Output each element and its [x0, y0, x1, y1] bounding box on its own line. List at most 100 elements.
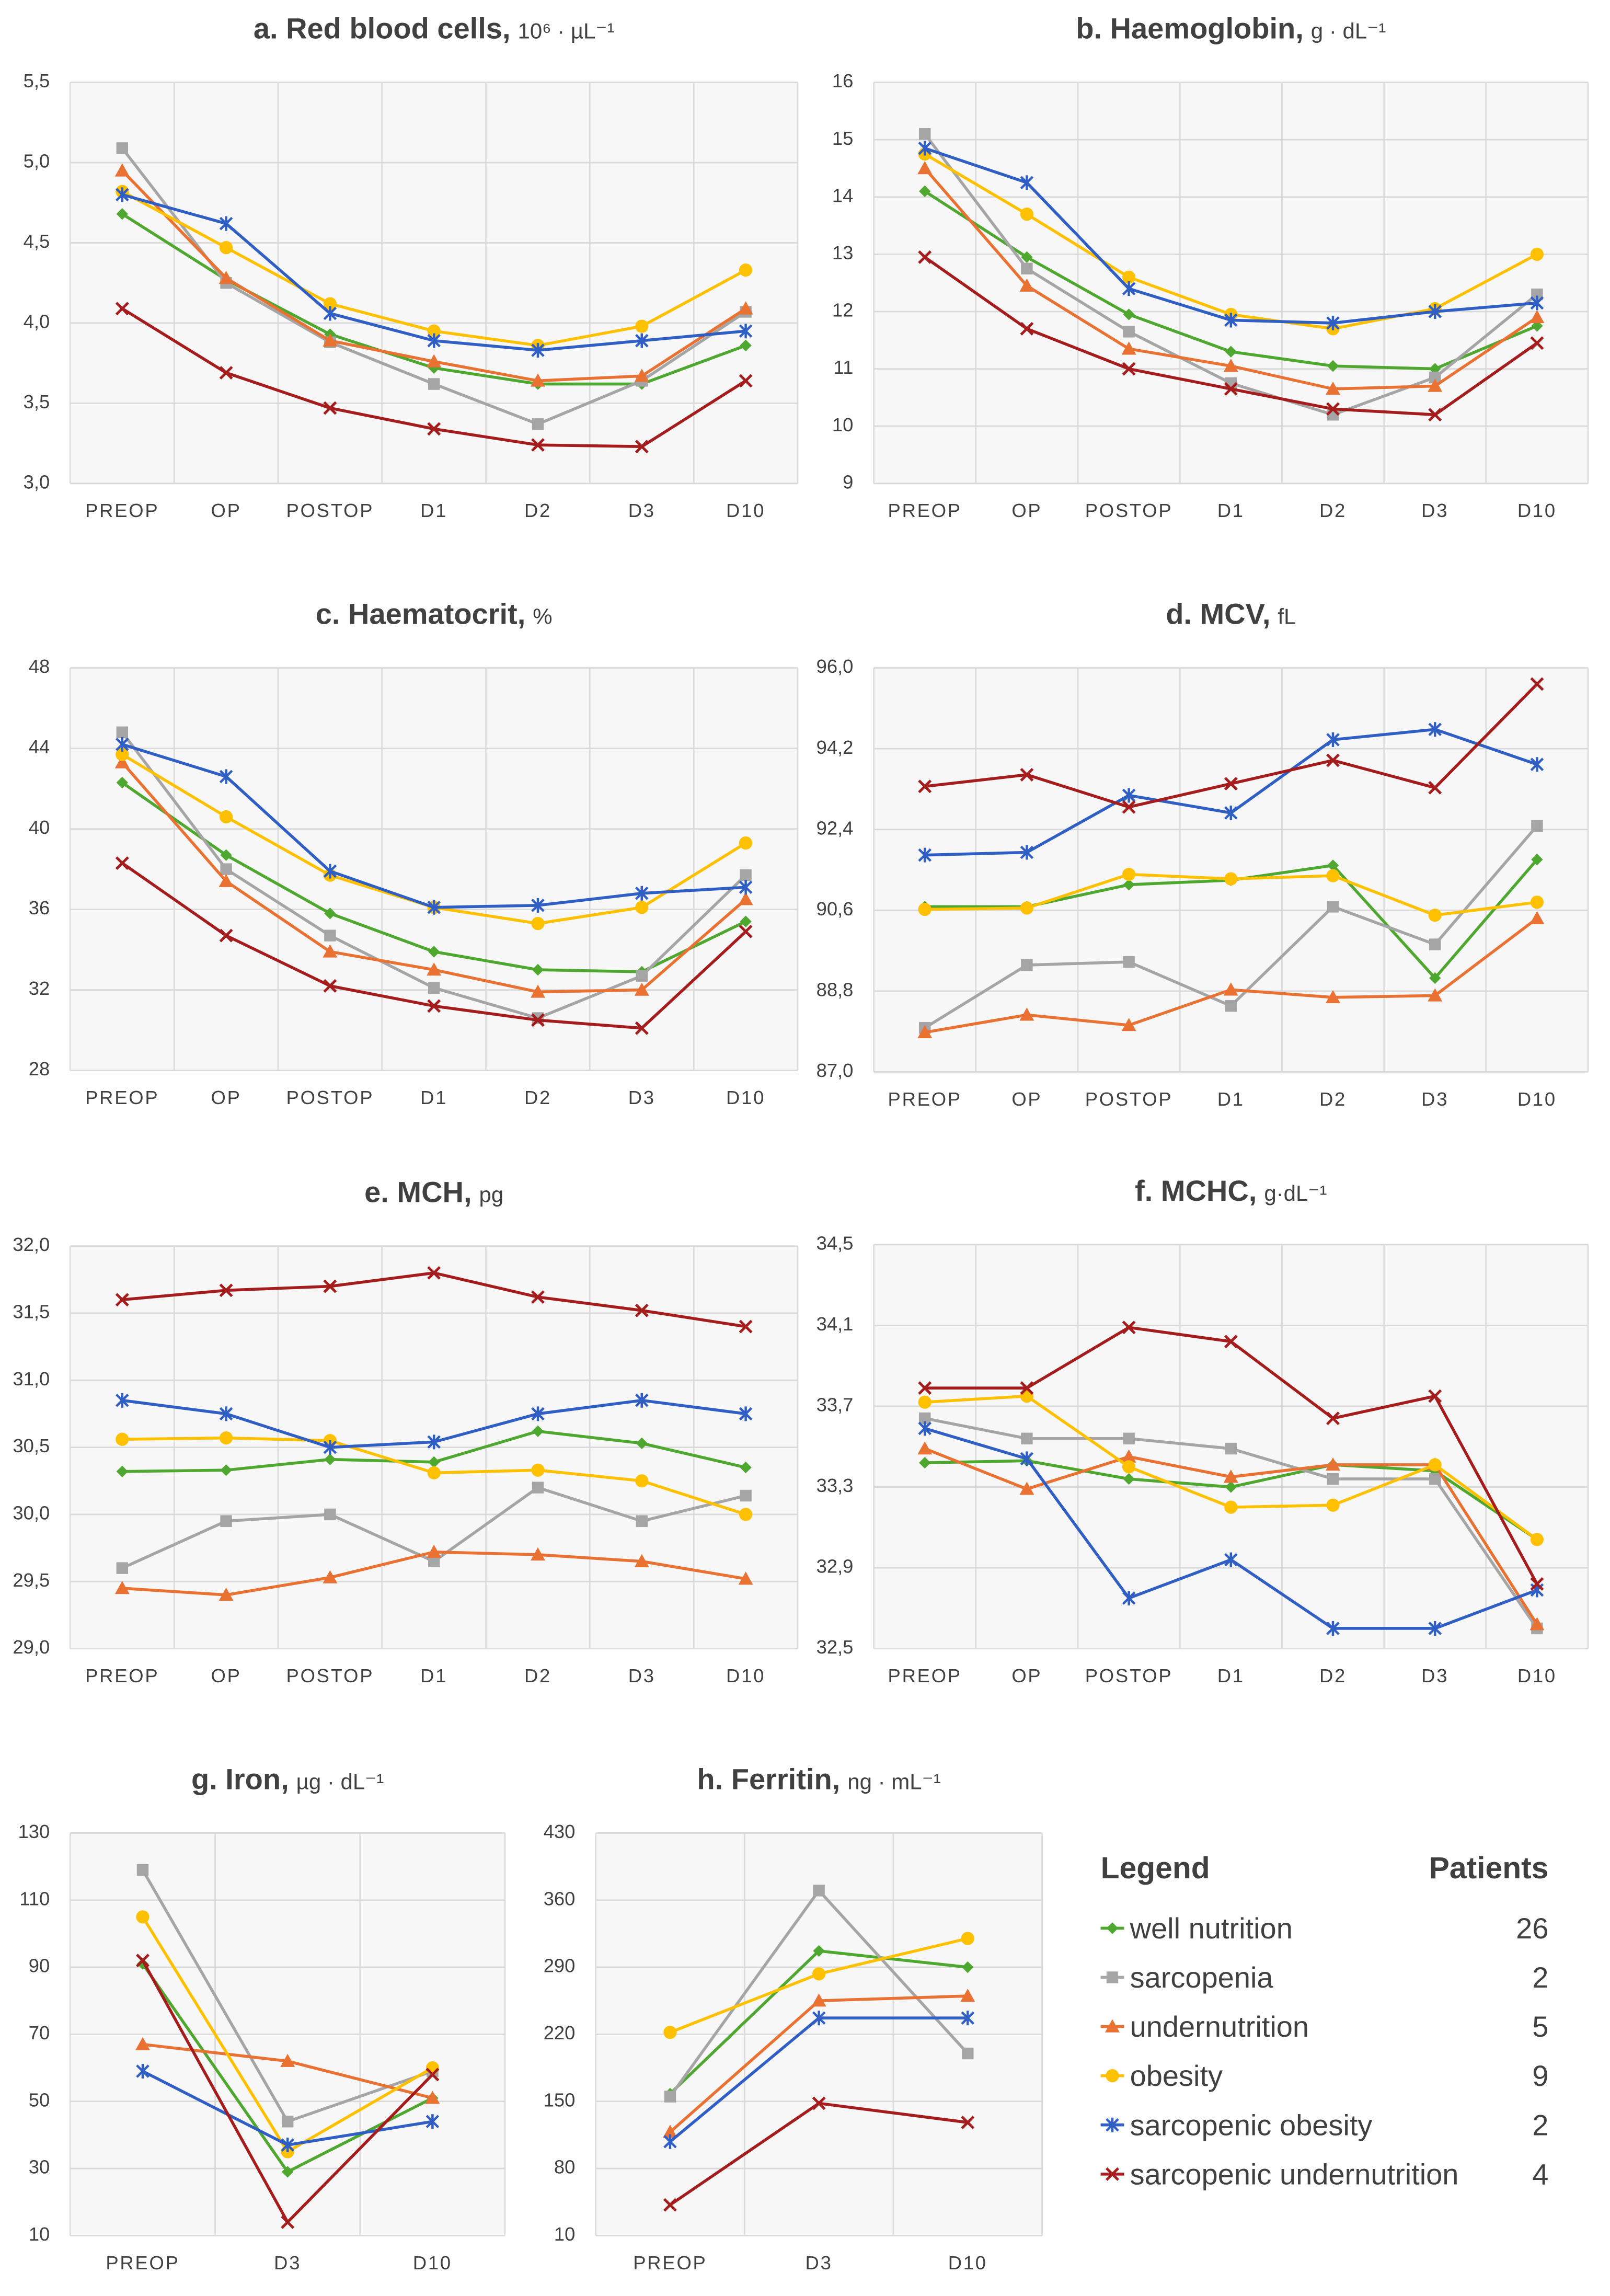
- y-tick-label: 87,0: [816, 1060, 854, 1081]
- data-point: [220, 849, 232, 861]
- data-point: [1428, 909, 1442, 922]
- data-point: [1326, 990, 1340, 1004]
- data-point: [1224, 1552, 1238, 1567]
- data-point: [962, 1961, 974, 1973]
- data-point: [1530, 1617, 1545, 1631]
- legend-marker: [1106, 2167, 1119, 2181]
- legend-marker: [1106, 2117, 1119, 2132]
- data-point: [531, 438, 545, 452]
- data-point: [427, 1434, 441, 1450]
- y-tick-label: 290: [544, 1955, 576, 1977]
- chart-title: a. Red blood cells, 10⁶ · µL⁻¹: [254, 12, 615, 45]
- y-tick-label: 3,0: [24, 471, 50, 492]
- x-tick-label: D10: [1517, 1088, 1557, 1110]
- x-tick-label: D3: [628, 1665, 656, 1686]
- data-point: [1021, 251, 1033, 263]
- data-point: [1428, 780, 1442, 795]
- legend-marker: [1105, 2019, 1120, 2033]
- data-point: [1326, 1411, 1340, 1426]
- legend-marker: [1106, 1971, 1119, 1983]
- x-tick-label: D1: [420, 1087, 447, 1108]
- data-point: [739, 836, 753, 850]
- data-point: [1224, 313, 1238, 328]
- data-point: [1223, 359, 1238, 372]
- data-point: [427, 999, 441, 1013]
- data-point: [1021, 1432, 1033, 1444]
- chart-title: h. Ferritin, ng · mL⁻¹: [697, 1762, 940, 1795]
- chart-unit: pg: [479, 1183, 504, 1207]
- data-point: [811, 1993, 826, 2007]
- data-point: [1224, 1500, 1238, 1514]
- data-point: [1327, 1473, 1339, 1485]
- data-point: [220, 241, 233, 255]
- y-tick-label: 40: [29, 817, 50, 838]
- y-tick-label: 29,0: [13, 1636, 50, 1658]
- x-tick-label: PREOP: [85, 1087, 159, 1108]
- x-tick-label: POSTOP: [286, 500, 374, 521]
- data-point: [427, 333, 441, 348]
- data-point: [115, 1293, 129, 1307]
- data-point: [1326, 402, 1340, 416]
- x-tick-label: POSTOP: [1085, 500, 1173, 521]
- x-tick-label: OP: [1011, 500, 1042, 521]
- data-point: [636, 970, 648, 982]
- y-tick-label: 5,5: [24, 70, 50, 91]
- legend-count: 2: [1532, 1961, 1548, 1994]
- chart-title-text: c. Haematocrit,: [316, 598, 526, 630]
- chart-title: e. MCH, pg: [364, 1176, 503, 1209]
- y-tick-label: 94,2: [816, 737, 854, 758]
- x-tick-label: PREOP: [888, 1088, 962, 1110]
- data-point: [1122, 270, 1136, 284]
- data-point: [324, 1508, 336, 1521]
- data-point: [282, 2116, 294, 2128]
- data-point: [635, 440, 649, 454]
- data-point: [116, 187, 129, 202]
- x-tick-label: D1: [1217, 500, 1245, 521]
- legend-label: undernutrition: [1130, 2010, 1309, 2043]
- data-point: [1021, 959, 1033, 971]
- data-point: [219, 769, 233, 784]
- x-tick-label: POSTOP: [1085, 1088, 1173, 1110]
- y-tick-label: 110: [19, 1888, 50, 1909]
- data-point: [1122, 1321, 1136, 1335]
- data-point: [427, 324, 441, 338]
- y-tick-label: 32: [29, 978, 50, 999]
- legend-count-header: Patients: [1429, 1851, 1549, 1885]
- data-point: [115, 856, 129, 870]
- data-point: [1020, 175, 1034, 190]
- x-tick-label: D3: [1421, 1665, 1448, 1686]
- data-point: [531, 1463, 545, 1477]
- y-tick-label: 130: [18, 1821, 50, 1842]
- data-point: [738, 1571, 753, 1585]
- y-tick-label: 150: [544, 2089, 576, 2110]
- y-tick-label: 220: [544, 2022, 576, 2044]
- chart-title-text: h. Ferritin,: [697, 1762, 840, 1795]
- data-point: [1225, 1481, 1237, 1493]
- chart: 9 10 11 12 13 14 15 16 PREOP OP POSTOP D1 D2 D3 D10 b. …: [832, 12, 1589, 521]
- data-point: [739, 1319, 753, 1334]
- data-point: [1429, 1473, 1441, 1485]
- y-tick-label: 15: [832, 128, 853, 149]
- data-point: [663, 2198, 677, 2212]
- data-point: [1020, 845, 1034, 860]
- data-point: [323, 1570, 338, 1583]
- data-point: [635, 1393, 649, 1408]
- data-point: [1225, 1442, 1237, 1455]
- data-point: [531, 1290, 545, 1304]
- data-point: [1428, 408, 1442, 422]
- y-tick-label: 4,0: [24, 311, 50, 332]
- data-point: [281, 2215, 295, 2229]
- legend-label: sarcopenia: [1130, 1961, 1274, 1994]
- y-tick-label: 70: [29, 2022, 50, 2044]
- y-tick-label: 4,5: [24, 231, 50, 252]
- chart-title: b. Haemoglobin, g · dL⁻¹: [1076, 12, 1386, 45]
- x-tick-label: D3: [628, 500, 656, 521]
- y-tick-label: 90: [29, 1955, 50, 1977]
- x-tick-label: D10: [726, 500, 765, 521]
- data-point: [1122, 362, 1136, 376]
- data-point: [1530, 911, 1545, 924]
- data-point: [918, 1456, 931, 1469]
- data-point: [635, 901, 649, 914]
- chart-title-text: g. Iron,: [191, 1762, 289, 1795]
- data-point: [114, 755, 130, 768]
